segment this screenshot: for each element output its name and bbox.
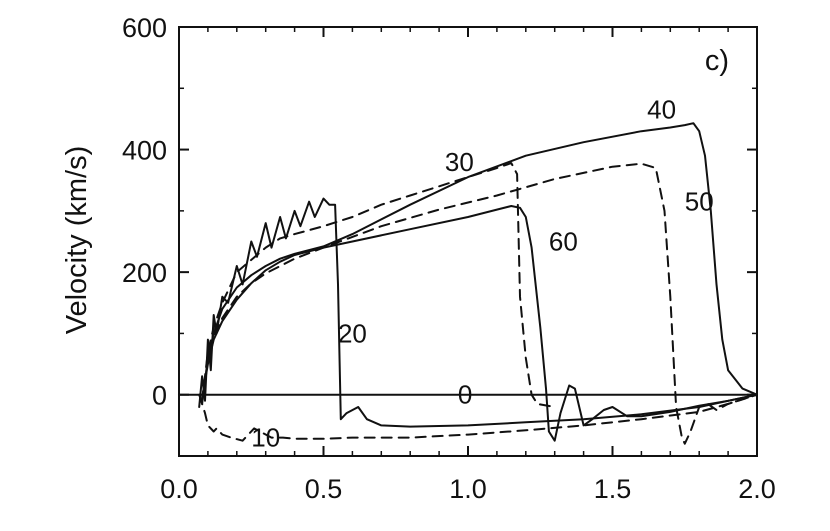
series-line-30 bbox=[201, 162, 556, 408]
y-tick-label: 200 bbox=[122, 258, 167, 288]
x-tick-label: 0.0 bbox=[160, 474, 198, 504]
curve-label-20: 20 bbox=[338, 318, 367, 348]
series-line-40 bbox=[201, 122, 758, 405]
series-line-60 bbox=[201, 205, 758, 442]
y-tick-label: 0 bbox=[152, 381, 167, 411]
curve-label-0: 0 bbox=[458, 380, 472, 410]
y-tick-label: 600 bbox=[122, 13, 167, 43]
series-layer bbox=[178, 122, 758, 445]
curve-label-60: 60 bbox=[549, 227, 578, 257]
x-tick-label: 1.0 bbox=[449, 474, 487, 504]
curve-label-50: 50 bbox=[685, 187, 714, 217]
curve-label-30: 30 bbox=[445, 147, 474, 177]
x-tick-label: 1.5 bbox=[594, 474, 632, 504]
panel-label: c) bbox=[705, 45, 729, 77]
x-tick-label: 2.0 bbox=[738, 474, 776, 504]
curve-label-10: 10 bbox=[251, 423, 280, 453]
series-line-20 bbox=[198, 197, 758, 428]
curve-label-40: 40 bbox=[647, 95, 676, 125]
curve-labels: 0 10 20 30 40 50 60 bbox=[251, 95, 713, 453]
x-tick-label: 0.5 bbox=[305, 474, 343, 504]
y-axis-title: Velocity (km/s) bbox=[61, 146, 93, 335]
series-line-10 bbox=[198, 393, 758, 442]
y-tick-label: 400 bbox=[122, 136, 167, 166]
series-line-50 bbox=[201, 162, 758, 445]
